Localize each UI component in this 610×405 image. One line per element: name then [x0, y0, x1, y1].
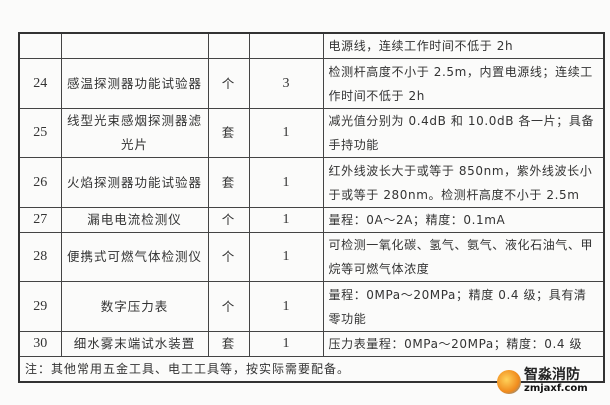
row-number: 26 [18, 157, 62, 208]
description: 压力表量程：0MPa～20MPa；精度：0.4 级 [322, 331, 605, 357]
table-row: 24 感温探测器功能试验器个 3 检测杆高度不小于 2.5m，内置电源线；连续工作时间… [18, 58, 605, 109]
description: 电源线，连续工作时间不低于 2h [322, 32, 605, 59]
watermark-name: 智淼消防 [524, 367, 580, 383]
watermark-url: zmjaxf.com [524, 383, 588, 394]
row-number: 24 [18, 58, 62, 109]
row-number [18, 32, 62, 59]
unit: 个 [207, 281, 250, 332]
quantity: 1 [248, 232, 324, 282]
table-row: 25 线型光束感烟探测器滤光片套 1 减光值分别为 0.4dB 和 10.0dB 各一… [18, 108, 605, 158]
item-name: 感温探测器功能试验器 [60, 58, 209, 109]
item-name [60, 32, 209, 59]
quantity: 1 [248, 331, 324, 357]
table-row: 29 数字压力表个 1 量程：0MPa～20MPa；精度 0.4 级；具有清零功能 [18, 281, 605, 332]
quantity: 1 [248, 108, 324, 158]
equipment-table: 电源线，连续工作时间不低于 2h 24 感温探测器功能试验器个 3 检测杆高度不小于 2… [18, 32, 605, 383]
description: 减光值分别为 0.4dB 和 10.0dB 各一片；具备手持功能 [322, 108, 605, 158]
row-number: 29 [18, 281, 62, 332]
unit: 套 [207, 108, 250, 158]
quantity: 3 [248, 58, 324, 109]
description: 量程：0MPa～20MPa；精度 0.4 级；具有清零功能 [322, 281, 605, 332]
table-row: 电源线，连续工作时间不低于 2h [18, 32, 605, 59]
table-row: 28 便携式可燃气体检测仪个 1 可检测一氧化碳、氢气、氨气、液化石油气、甲烷等可燃气… [18, 232, 605, 282]
item-name: 数字压力表 [60, 281, 209, 332]
watermark-logo-icon [497, 370, 521, 394]
row-number: 25 [18, 108, 62, 158]
item-name: 细水雾末端试水装置 [60, 331, 209, 357]
quantity: 1 [248, 281, 324, 332]
quantity: 1 [248, 157, 324, 208]
item-name: 线型光束感烟探测器滤光片 [60, 108, 209, 158]
description: 可检测一氧化碳、氢气、氨气、液化石油气、甲烷等可燃气体浓度 [322, 232, 605, 282]
unit: 个 [207, 207, 250, 233]
row-number: 27 [18, 207, 62, 233]
unit: 个 [207, 58, 250, 109]
unit: 套 [207, 331, 250, 357]
unit: 套 [207, 157, 250, 208]
item-name: 漏电电流检测仪 [60, 207, 209, 233]
row-number: 28 [18, 232, 62, 282]
quantity [248, 32, 324, 59]
unit [207, 32, 250, 59]
table-row: 27 漏电电流检测仪个 1 量程：0A～2A；精度：0.1mA [18, 207, 605, 233]
quantity: 1 [248, 207, 324, 233]
item-name: 火焰探测器功能试验器 [60, 157, 209, 208]
item-name: 便携式可燃气体检测仪 [60, 232, 209, 282]
table-row: 26 火焰探测器功能试验器套 1 红外线波长大于或等于 850nm，紫外线波长小于或等… [18, 157, 605, 208]
description: 检测杆高度不小于 2.5m，内置电源线；连续工作时间不低于 2h [322, 58, 605, 109]
description: 红外线波长大于或等于 850nm，紫外线波长小于或等于 280nm。检测杆高度不… [322, 157, 605, 208]
row-number: 30 [18, 331, 62, 357]
description: 量程：0A～2A；精度：0.1mA [322, 207, 605, 233]
table-row: 30 细水雾末端试水装置套 1 压力表量程：0MPa～20MPa；精度：0.4 级 [18, 331, 605, 357]
watermark: 智淼消防 zmjaxf.com [497, 367, 588, 395]
unit: 个 [207, 232, 250, 282]
